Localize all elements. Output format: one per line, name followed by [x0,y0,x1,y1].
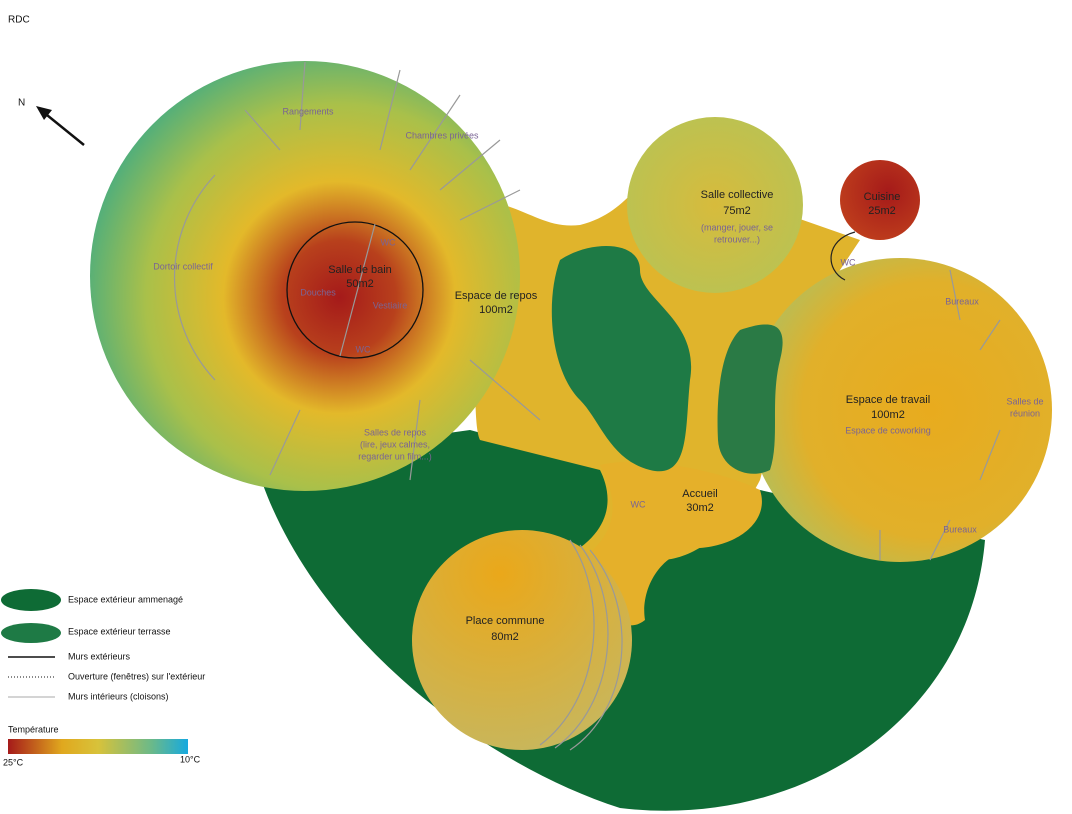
room-name: Salle collective [701,189,774,201]
room-name: Bureaux [945,296,979,306]
room-area: 100m2 [871,409,905,421]
pond [551,246,692,472]
room-note: regarder un film...) [358,451,432,461]
room-name: Espace de repos [455,290,538,302]
room-area: 30m2 [686,502,714,514]
temperature-scale [8,739,188,754]
salle-collective-zone [627,117,803,293]
room-name: Salles de repos [364,427,427,437]
room-area: 50m2 [346,278,374,290]
room-area: 100m2 [479,304,513,316]
room-labels: Rangements Chambres privées Dortoir coll… [153,106,1043,643]
accueil [580,461,762,626]
room-name: Rangements [282,106,334,116]
room-name: WC [381,237,396,247]
north-label: N [18,98,25,109]
title: RDC [8,15,30,26]
legend: Espace extérieur ammenagé Espace extérie… [1,589,205,767]
pond [717,324,783,474]
room-name: Accueil [682,488,717,500]
cuisine-zone [840,160,920,240]
room-name: Cuisine [864,191,901,203]
partition [539,539,623,751]
partition [339,223,376,357]
legend-label: Ouverture (fenêtres) sur l'extérieur [68,671,205,681]
north-arrow [41,110,85,146]
place-commune-zone [412,530,632,750]
room-name: WC [356,344,371,354]
legend-label: Murs extérieurs [68,651,131,661]
bathroom-wall [286,221,424,359]
room-name: Salles de [1006,396,1043,406]
room-name: Vestiaire [373,300,408,310]
exterior-wall [830,231,856,281]
room-name: Bureaux [943,524,977,534]
dortoir-zone [90,61,520,491]
north-arrow-head [36,106,52,120]
room-name: Salle de bain [328,264,392,276]
scale-min: 25°C [3,757,24,767]
travail-zone [748,258,1052,562]
legend-swatch [1,623,61,643]
room-name: Dortoir collectif [153,261,213,271]
room-note: Espace de coworking [845,425,931,435]
partition [173,174,216,381]
room-area: 25m2 [868,205,896,217]
room-note: (manger, jouer, se [701,222,773,232]
room-name: Douches [300,287,336,297]
scale-title: Température [8,724,59,734]
room-name: WC [841,257,856,267]
legend-label: Espace extérieur terrasse [68,626,171,636]
room-name: Place commune [466,615,545,627]
legend-label: Espace extérieur ammenagé [68,594,183,604]
room-name: réunion [1010,408,1040,418]
scale-max: 10°C [180,754,201,764]
partition [879,269,1001,561]
room-name: Chambres privées [405,130,479,140]
legend-swatch [1,589,61,611]
legend-label: Murs intérieurs (cloisons) [68,691,169,701]
room-note: (lire, jeux calmes, [360,439,430,449]
room-area: 75m2 [723,205,751,217]
room-area: 80m2 [491,631,519,643]
room-name: Espace de travail [846,394,930,406]
partition [244,61,541,481]
room-note: retrouver...) [714,234,760,244]
room-name: WC [631,499,646,509]
